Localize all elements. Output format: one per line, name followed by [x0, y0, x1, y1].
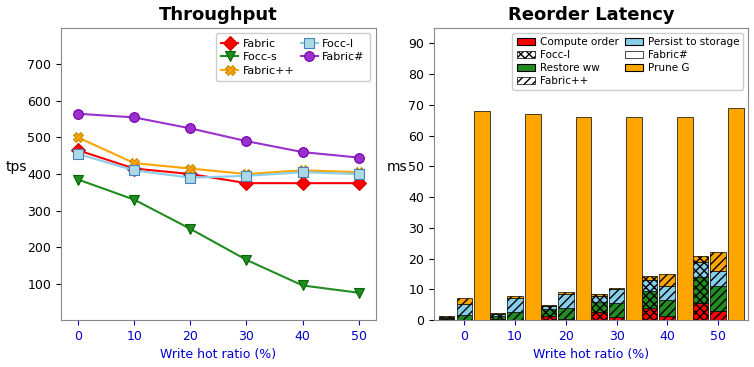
Focc-s — [73, 177, 82, 182]
Focc-l — [354, 172, 363, 176]
Fabric# — [242, 139, 251, 143]
Focc-l — [130, 168, 139, 172]
Bar — [507, 298, 523, 312]
Focc-l — [242, 174, 251, 178]
Bar — [489, 316, 505, 319]
Bar — [692, 277, 708, 303]
Bar — [627, 117, 642, 320]
Bar — [608, 290, 624, 303]
Fabric# — [354, 155, 363, 160]
Bar — [489, 314, 505, 316]
Bar — [692, 303, 708, 320]
Bar — [541, 305, 556, 306]
Focc-l — [185, 175, 195, 180]
Fabric++ — [354, 170, 363, 174]
Bar — [608, 317, 624, 320]
Bar — [710, 252, 726, 271]
Bar — [456, 305, 472, 315]
Bar — [558, 308, 574, 319]
Bar — [642, 308, 657, 320]
Focc-s — [354, 291, 363, 295]
Focc-l — [73, 152, 82, 156]
Bar — [558, 319, 574, 320]
Bar — [608, 288, 624, 290]
Fabric++ — [130, 161, 139, 165]
Bar — [558, 292, 574, 294]
Bar — [489, 319, 505, 320]
Bar — [474, 111, 490, 320]
Bar — [608, 303, 624, 317]
Legend: Compute order, Focc-l, Restore ww, Fabric++, Persist to storage, Fabric#, Prune : Compute order, Focc-l, Restore ww, Fabri… — [513, 33, 743, 90]
Bar — [642, 291, 657, 308]
Fabric# — [73, 112, 82, 116]
Bar — [525, 114, 541, 320]
Bar — [591, 302, 607, 312]
Focc-s — [130, 197, 139, 202]
Bar — [710, 311, 726, 320]
Fabric++ — [185, 166, 195, 171]
Bar — [728, 108, 743, 320]
Bar — [660, 316, 675, 320]
Line: Focc-s: Focc-s — [73, 175, 363, 298]
Bar — [710, 286, 726, 311]
Bar — [692, 262, 708, 277]
X-axis label: Write hot ratio (%): Write hot ratio (%) — [161, 348, 277, 361]
Focc-l — [298, 170, 307, 174]
Bar — [591, 312, 607, 320]
Y-axis label: ms: ms — [387, 160, 407, 174]
Line: Fabric#: Fabric# — [73, 109, 363, 163]
Focc-s — [185, 227, 195, 231]
Bar — [541, 306, 556, 309]
Bar — [660, 300, 675, 316]
Bar — [507, 295, 523, 298]
X-axis label: Write hot ratio (%): Write hot ratio (%) — [533, 348, 649, 361]
Bar — [507, 312, 523, 320]
Focc-s — [242, 258, 251, 262]
Fabric — [242, 181, 251, 185]
Bar — [642, 276, 657, 280]
Title: Throughput: Throughput — [159, 6, 277, 23]
Bar — [558, 294, 574, 308]
Line: Fabric: Fabric — [73, 145, 363, 188]
Title: Reorder Latency: Reorder Latency — [508, 6, 675, 23]
Bar — [692, 255, 708, 262]
Fabric — [73, 148, 82, 152]
Bar — [541, 316, 556, 320]
Bar — [591, 294, 607, 295]
Bar — [660, 286, 675, 300]
Line: Fabric++: Fabric++ — [73, 132, 363, 179]
Fabric — [354, 181, 363, 185]
Fabric# — [298, 150, 307, 154]
Fabric — [130, 166, 139, 171]
Bar — [710, 271, 726, 286]
Fabric++ — [73, 135, 82, 140]
Fabric — [185, 172, 195, 176]
Bar — [642, 280, 657, 291]
Line: Focc-l: Focc-l — [73, 149, 363, 182]
Focc-s — [298, 283, 307, 288]
Bar — [439, 318, 455, 319]
Fabric# — [185, 126, 195, 131]
Bar — [439, 319, 455, 320]
Bar — [456, 315, 472, 320]
Bar — [660, 274, 675, 286]
Y-axis label: tps: tps — [5, 160, 27, 174]
Bar — [541, 309, 556, 316]
Legend: Fabric, Focc-s, Fabric++, Focc-l, Fabric#: Fabric, Focc-s, Fabric++, Focc-l, Fabric… — [216, 33, 370, 81]
Fabric# — [130, 115, 139, 120]
Bar — [489, 313, 505, 314]
Bar — [576, 117, 591, 320]
Bar — [677, 117, 693, 320]
Fabric — [298, 181, 307, 185]
Bar — [439, 317, 455, 318]
Fabric++ — [242, 172, 251, 176]
Bar — [591, 295, 607, 302]
Fabric++ — [298, 168, 307, 172]
Bar — [456, 298, 472, 305]
